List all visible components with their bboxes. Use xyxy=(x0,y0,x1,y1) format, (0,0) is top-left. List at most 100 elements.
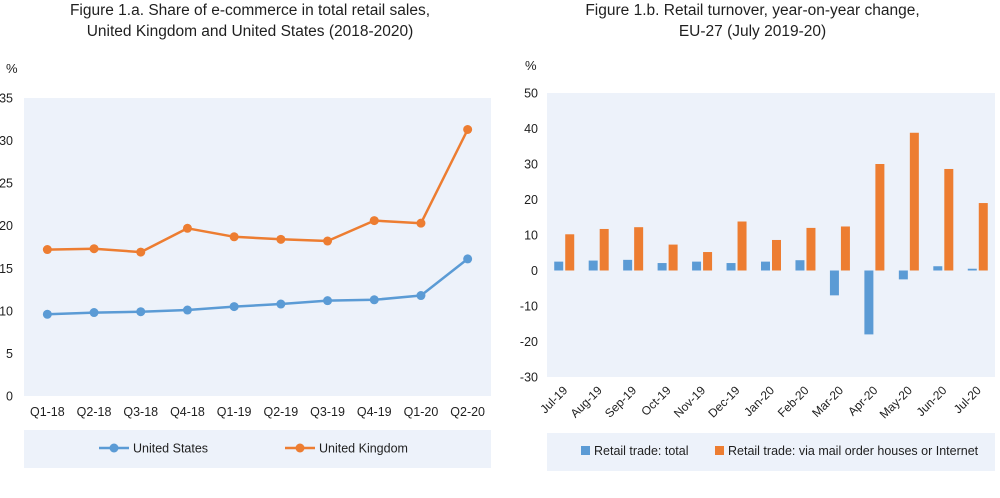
chart-b-y-tick-label: -30 xyxy=(520,371,538,385)
chart-b-bar xyxy=(978,203,988,271)
chart-b-x-tick-label: Nov-19 xyxy=(671,383,708,420)
chart-b-title: Figure 1.b. Retail turnover, year-on-yea… xyxy=(585,2,920,19)
chart-b-y-tick-label: 10 xyxy=(524,229,538,243)
chart-a-y-tick-label: 25 xyxy=(0,177,13,191)
chart-b-bar xyxy=(668,244,678,271)
chart-a-data-point xyxy=(42,245,52,255)
chart-b-y-tick-label: 20 xyxy=(524,193,538,207)
chart-b-bar xyxy=(657,263,667,271)
chart-a-data-point xyxy=(89,308,99,318)
chart-b-bar xyxy=(967,268,977,271)
chart-b-bar xyxy=(726,263,736,271)
chart-a-data-point xyxy=(323,296,333,306)
chart-b-x-tick-label: May-20 xyxy=(877,383,915,421)
chart-b-x-tick-label: Mar-20 xyxy=(809,383,846,420)
chart-a-x-tick-label: Q2-20 xyxy=(450,405,485,419)
chart-a-x-tick-label: Q2-19 xyxy=(263,405,298,419)
chart-b-bar xyxy=(565,234,575,271)
chart-b-x-tick-label: Jan-20 xyxy=(741,383,777,419)
chart-a-x-tick-label: Q3-19 xyxy=(310,405,345,419)
chart-a-series-line xyxy=(47,128,469,254)
chart-b-y-tick-label: 40 xyxy=(524,122,538,136)
chart-b-y-tick-label: 30 xyxy=(524,158,538,172)
chart-b-bar xyxy=(933,266,943,271)
chart-a-legend-label: United States xyxy=(133,442,208,456)
chart-a-x-tick-label: Q1-20 xyxy=(404,405,439,419)
chart-a-title: Figure 1.a. Share of e-commerce in total… xyxy=(69,2,431,19)
chart-a-data-point xyxy=(136,307,146,317)
chart-b-bar xyxy=(554,261,564,271)
chart-a-data-point xyxy=(369,295,379,305)
chart-a-y-tick-label: 30 xyxy=(0,134,13,148)
chart-b-bar xyxy=(898,270,908,280)
chart-b-x-tick-label: Jul-20 xyxy=(951,383,984,416)
chart-a-data-point xyxy=(276,234,286,244)
chart-b-bar xyxy=(875,164,885,271)
chart-b-bar xyxy=(588,260,598,271)
chart-b-bar xyxy=(692,261,702,271)
chart-a-data-point xyxy=(323,236,333,246)
chart-a-data-point xyxy=(136,247,146,257)
chart-a-x-tick-label: Q4-19 xyxy=(357,405,392,419)
chart-b-bar xyxy=(772,239,781,271)
chart-b-bar xyxy=(829,270,839,296)
chart-a-y-unit: % xyxy=(6,61,18,76)
chart-a-data-point xyxy=(416,218,426,228)
chart-a-y-tick-label: 35 xyxy=(0,92,13,106)
chart-a-y-tick-label: 0 xyxy=(6,390,13,404)
chart-a-x-tick-label: Q2-18 xyxy=(77,405,112,419)
chart-b-bar xyxy=(864,270,874,335)
chart-b-bar xyxy=(599,228,609,271)
chart-b-bar xyxy=(806,227,816,271)
chart-a-y-tick-label: 20 xyxy=(0,219,13,233)
chart-a: 0 5 10 15 20 25 30 35 Q1-18 Q2-18 Q3-18 Q4-18 Q1-19 Q… xyxy=(0,92,485,456)
chart-b-bar xyxy=(703,252,713,271)
chart-a-data-point xyxy=(416,291,426,301)
chart-a-plot-area xyxy=(24,98,491,396)
chart-b-bar xyxy=(840,226,850,271)
chart-a-series-line xyxy=(47,257,469,316)
chart-a-y-tick-label: 10 xyxy=(0,304,13,318)
chart-a-data-point xyxy=(369,216,379,226)
chart-a-data-point xyxy=(276,299,286,309)
chart-a-y-tick-label: 15 xyxy=(0,262,13,276)
chart-b-bar xyxy=(909,132,919,271)
chart-a-x-tick-label: Q1-18 xyxy=(30,405,65,419)
chart-a-legend-label: United Kingdom xyxy=(319,442,408,456)
chart-b-legend-label: Retail trade: total xyxy=(594,444,689,458)
chart-a-data-point xyxy=(229,232,239,242)
chart-a-legend-marker xyxy=(109,443,119,453)
chart-b-subtitle: EU-27 (July 2019-20) xyxy=(678,23,827,40)
chart-b-x-tick-label: Dec-19 xyxy=(705,383,742,420)
chart-a-x-tick-label: Q1-19 xyxy=(217,405,252,419)
chart-b-x-tick-label: Feb-20 xyxy=(775,383,812,420)
chart-a-data-point xyxy=(463,125,473,135)
chart-a-data-point xyxy=(182,223,192,233)
chart-b-x-tick-label: Jul-19 xyxy=(537,383,570,416)
chart-a-y-tick-label: 5 xyxy=(6,347,13,361)
chart-b-x-tick-label: Sep-19 xyxy=(602,383,639,420)
chart-b-x-tick-label: Apr-20 xyxy=(845,383,881,419)
chart-b-plot-area xyxy=(547,93,995,377)
chart-b-y-tick-label: 0 xyxy=(531,264,538,278)
chart-a-data-point xyxy=(42,309,52,319)
chart-a-subtitle: United Kingdom and United States (2018-2… xyxy=(86,23,414,40)
chart-a-data-point xyxy=(182,305,192,315)
chart-a-x-tick-label: Q3-18 xyxy=(123,405,158,419)
chart-b-y-tick-label: -20 xyxy=(520,335,538,349)
chart-a-legend-box xyxy=(24,430,491,468)
chart-b-bar xyxy=(795,260,805,271)
chart-b-legend-swatch xyxy=(715,446,724,455)
chart-b-bar xyxy=(761,261,770,271)
chart-a-x-tick-label: Q4-18 xyxy=(170,405,205,419)
chart-a-data-point xyxy=(229,302,239,312)
chart-a-legend-marker xyxy=(295,443,305,453)
chart-b-title-block: Figure 1.b. Retail turnover, year-on-yea… xyxy=(505,0,1000,42)
chart-b-x-tick-label: Aug-19 xyxy=(568,383,605,420)
chart-b-legend-box xyxy=(547,433,995,471)
chart-b-y-tick-label: 50 xyxy=(524,87,538,101)
chart-a-data-point xyxy=(89,244,99,254)
chart-b-bar xyxy=(944,168,954,271)
chart-b-x-tick-label: Oct-19 xyxy=(638,383,674,419)
